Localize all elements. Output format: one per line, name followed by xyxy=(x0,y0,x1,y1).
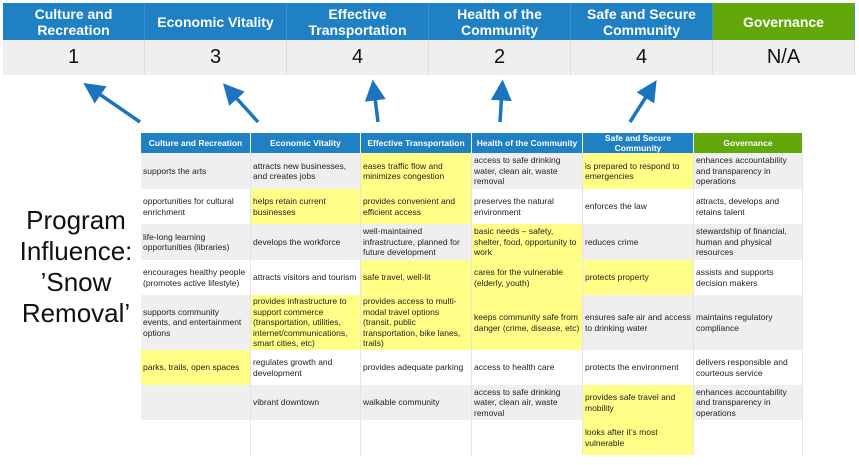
criteria-table: Culture and Recreation Economic Vitality E… xyxy=(141,133,803,455)
table-cell: provides adequate parking xyxy=(361,350,472,385)
table-cell: attracts, develops and retains talent xyxy=(694,189,803,224)
table-header: Culture and Recreation xyxy=(141,133,251,153)
table-cell: ensures safe air and access to drinking … xyxy=(583,295,694,350)
arrow-icon xyxy=(364,79,386,123)
category-header: Health of the Community xyxy=(429,3,571,40)
label-line: ’Snow xyxy=(40,267,112,297)
table-cell: access to safe drinking water, clean air… xyxy=(472,153,583,189)
program-influence-label: Program Influence: ’Snow Removal’ xyxy=(0,205,152,329)
table-cell xyxy=(694,420,803,455)
category-score: 1 xyxy=(3,40,145,75)
label-line: Program xyxy=(26,205,126,235)
table-cell: enforces the law xyxy=(583,189,694,224)
category-score: 2 xyxy=(429,40,571,75)
table-header: Governance xyxy=(694,133,803,153)
category-score: 4 xyxy=(287,40,429,75)
table-cell xyxy=(141,420,251,455)
category-header: Economic Vitality xyxy=(145,3,287,40)
table-cell: attracts visitors and tourism xyxy=(251,260,361,295)
category-score: N/A xyxy=(713,40,855,75)
score-summary: Culture and Recreation Economic Vitality E… xyxy=(3,3,855,75)
table-cell: walkable community xyxy=(361,385,472,420)
table-cell: stewardship of financial, human and phys… xyxy=(694,224,803,260)
table-cell: helps retain current businesses xyxy=(251,189,361,224)
table-cell: delivers responsible and courteous servi… xyxy=(694,350,803,385)
arrow-icon xyxy=(490,79,512,123)
table-cell: encourages healthy people (promotes acti… xyxy=(141,260,251,295)
table-cell: parks, trails, open spaces xyxy=(141,350,251,385)
table-cell xyxy=(141,385,251,420)
table-cell: enhances accountability and transparency… xyxy=(694,385,803,420)
category-header: Governance xyxy=(713,3,855,40)
category-header: Safe and Secure Community xyxy=(571,3,713,40)
arrow-icon xyxy=(83,83,141,124)
table-cell: access to safe drinking water, clean air… xyxy=(472,385,583,420)
category-header: Effective Transportation xyxy=(287,3,429,40)
category-header: Culture and Recreation xyxy=(3,3,145,40)
table-header: Economic Vitality xyxy=(251,133,361,153)
table-cell: protects property xyxy=(583,260,694,295)
table-cell: well-maintained infrastructure, planned … xyxy=(361,224,472,260)
table-cell: basic needs – safety, shelter, food, opp… xyxy=(472,224,583,260)
table-cell: looks after it’s most vulnerable xyxy=(583,420,694,455)
label-line: Influence: xyxy=(19,236,133,266)
table-cell: vibrant downtown xyxy=(251,385,361,420)
table-cell: access to health care xyxy=(472,350,583,385)
arrow-icon xyxy=(628,80,657,123)
table-cell: provides access to multi-modal travel op… xyxy=(361,295,472,350)
table-cell: preserves the natural environment xyxy=(472,189,583,224)
label-line: Removal’ xyxy=(21,298,131,328)
table-cell xyxy=(251,420,361,455)
table-cell: provides infrastructure to support comme… xyxy=(251,295,361,350)
table-cell: supports community events, and entertain… xyxy=(141,295,251,350)
table-cell: assists and supports decision makers xyxy=(694,260,803,295)
table-cell: regulates growth and development xyxy=(251,350,361,385)
table-cell: keeps community safe from danger (crime,… xyxy=(472,295,583,350)
table-cell: maintains regulatory compliance xyxy=(694,295,803,350)
table-cell xyxy=(361,420,472,455)
category-score: 4 xyxy=(571,40,713,75)
table-cell: protects the environment xyxy=(583,350,694,385)
table-cell: is prepared to respond to emergencies xyxy=(583,153,694,189)
table-cell: enhances accountability and transparency… xyxy=(694,153,803,189)
table-header: Health of the Community xyxy=(472,133,583,153)
table-cell: life-long learning opportunities (librar… xyxy=(141,224,251,260)
table-header: Effective Transportation xyxy=(361,133,472,153)
table-cell: provides convenient and efficient access xyxy=(361,189,472,224)
category-score: 3 xyxy=(145,40,287,75)
table-cell xyxy=(472,420,583,455)
table-cell: provides safe travel and mobility xyxy=(583,385,694,420)
table-cell: eases traffic flow and minimizes congest… xyxy=(361,153,472,189)
table-cell: attracts new businesses, and creates job… xyxy=(251,153,361,189)
table-cell: supports the arts xyxy=(141,153,251,189)
table-cell: develops the workforce xyxy=(251,224,361,260)
table-cell: cares for the vulnerable (elderly, youth… xyxy=(472,260,583,295)
table-cell: opportunities for cultural enrichment xyxy=(141,189,251,224)
table-header: Safe and Secure Community xyxy=(583,133,694,153)
table-cell: reduces crime xyxy=(583,224,694,260)
table-cell: safe travel, well-lit xyxy=(361,260,472,295)
arrow-icon xyxy=(222,83,260,124)
